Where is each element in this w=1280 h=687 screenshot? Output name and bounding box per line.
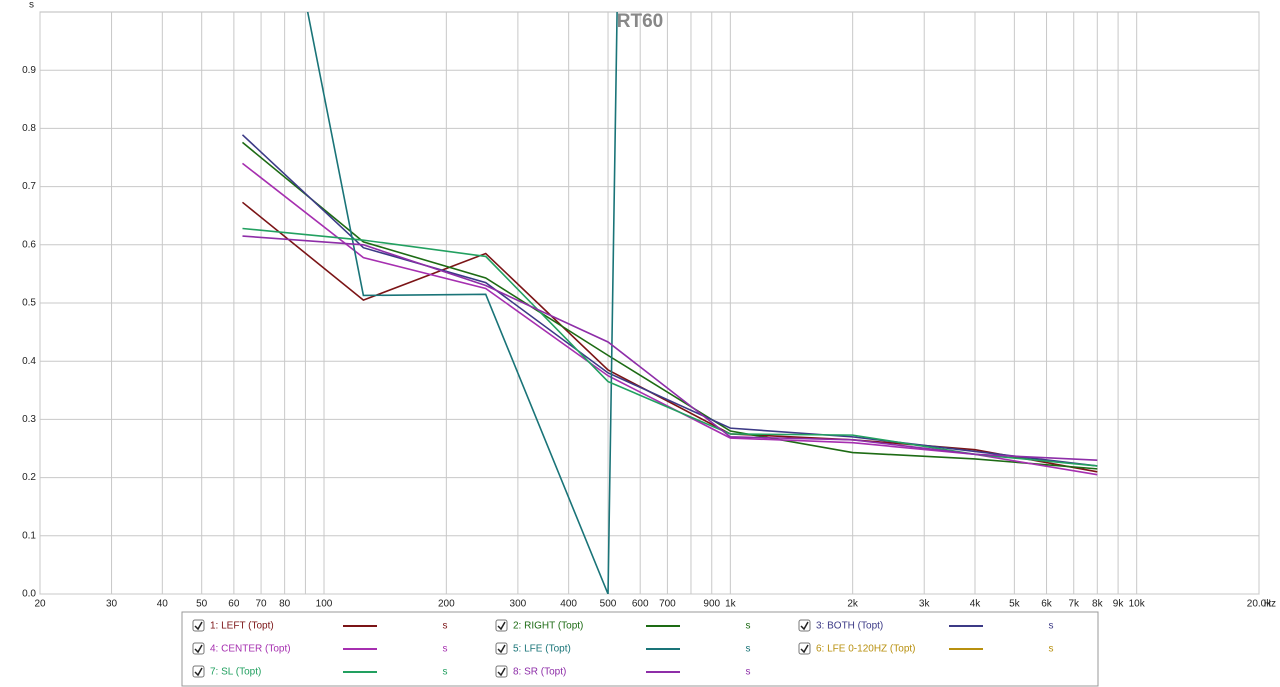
legend-label: 4: CENTER (Topt) [210, 644, 291, 655]
x-tick-label: 3k [919, 599, 931, 610]
x-tick-label: 9k [1113, 599, 1125, 610]
series-line [241, 201, 1098, 473]
legend-unit: s [443, 667, 448, 678]
y-tick-label: 0.1 [22, 530, 36, 541]
x-tick-label: 400 [560, 599, 577, 610]
series-line [306, 12, 618, 594]
x-tick-label: 4k [970, 599, 982, 610]
y-tick-label: 0.2 [22, 472, 36, 483]
x-axis-label: Hz [1264, 599, 1276, 610]
legend-checkmark [194, 621, 203, 631]
series-line [241, 134, 1098, 467]
legend-checkmark [194, 644, 203, 654]
series-line [241, 141, 1098, 470]
y-tick-label: 0.9 [22, 65, 36, 76]
x-tick-label: 700 [659, 599, 676, 610]
legend-unit: s [746, 644, 751, 655]
series-line [242, 235, 1098, 461]
legend-label: 6: LFE 0-120HZ (Topt) [816, 644, 915, 655]
legend-label: 2: RIGHT (Topt) [513, 621, 583, 632]
legend-label: 7: SL (Topt) [210, 667, 261, 678]
legend-checkmark [497, 621, 506, 631]
y-tick-label: 0.6 [22, 239, 36, 250]
x-tick-label: 40 [157, 599, 169, 610]
legend-unit: s [1049, 621, 1054, 632]
x-tick-label: 70 [256, 599, 268, 610]
legend-label: 5: LFE (Topt) [513, 644, 571, 655]
x-tick-label: 8k [1092, 599, 1104, 610]
legend-checkmark [800, 621, 809, 631]
y-tick-label: 0.4 [22, 356, 36, 367]
legend-label: 3: BOTH (Topt) [816, 621, 883, 632]
y-tick-label: 0.3 [22, 414, 36, 425]
legend-checkmark [497, 667, 506, 677]
chart-title: RT60 [617, 11, 663, 32]
legend [181, 611, 1099, 687]
x-tick-label: 60 [228, 599, 240, 610]
legend-checkmark [194, 667, 203, 677]
x-tick-label: 500 [600, 599, 617, 610]
legend-unit: s [1049, 644, 1054, 655]
y-tick-label: 0.5 [22, 298, 36, 309]
x-tick-label: 30 [106, 599, 118, 610]
legend-checkmark [497, 644, 506, 654]
legend-unit: s [443, 621, 448, 632]
x-tick-label: 100 [316, 599, 333, 610]
x-tick-label: 200 [438, 599, 455, 610]
legend-label: 1: LEFT (Topt) [210, 621, 274, 632]
y-tick-label: 0.7 [22, 181, 36, 192]
y-axis-label: s [29, 0, 34, 11]
x-tick-label: 900 [703, 599, 720, 610]
x-tick-label: 6k [1041, 599, 1053, 610]
legend-unit: s [746, 667, 751, 678]
grid [39, 12, 1260, 595]
legend-unit: s [746, 621, 751, 632]
y-tick-label: 0.8 [22, 123, 36, 134]
x-tick-label: 1k [725, 599, 737, 610]
lines [241, 12, 1098, 594]
x-tick-label: 80 [279, 599, 291, 610]
legend-unit: s [443, 644, 448, 655]
x-tick-label: 7k [1068, 599, 1080, 610]
y-tick-label: 0.0 [22, 589, 36, 600]
x-tick-label: 600 [632, 599, 649, 610]
legend-checkmark [800, 644, 809, 654]
x-tick-label: 300 [510, 599, 527, 610]
x-tick-label: 20.0k [1247, 599, 1272, 610]
x-tick-label: 2k [847, 599, 859, 610]
x-tick-label: 10k [1129, 599, 1146, 610]
x-tick-label: 20 [34, 599, 46, 610]
x-tick-label: 50 [196, 599, 208, 610]
x-tick-label: 5k [1009, 599, 1021, 610]
legend-label: 8: SR (Topt) [513, 667, 566, 678]
